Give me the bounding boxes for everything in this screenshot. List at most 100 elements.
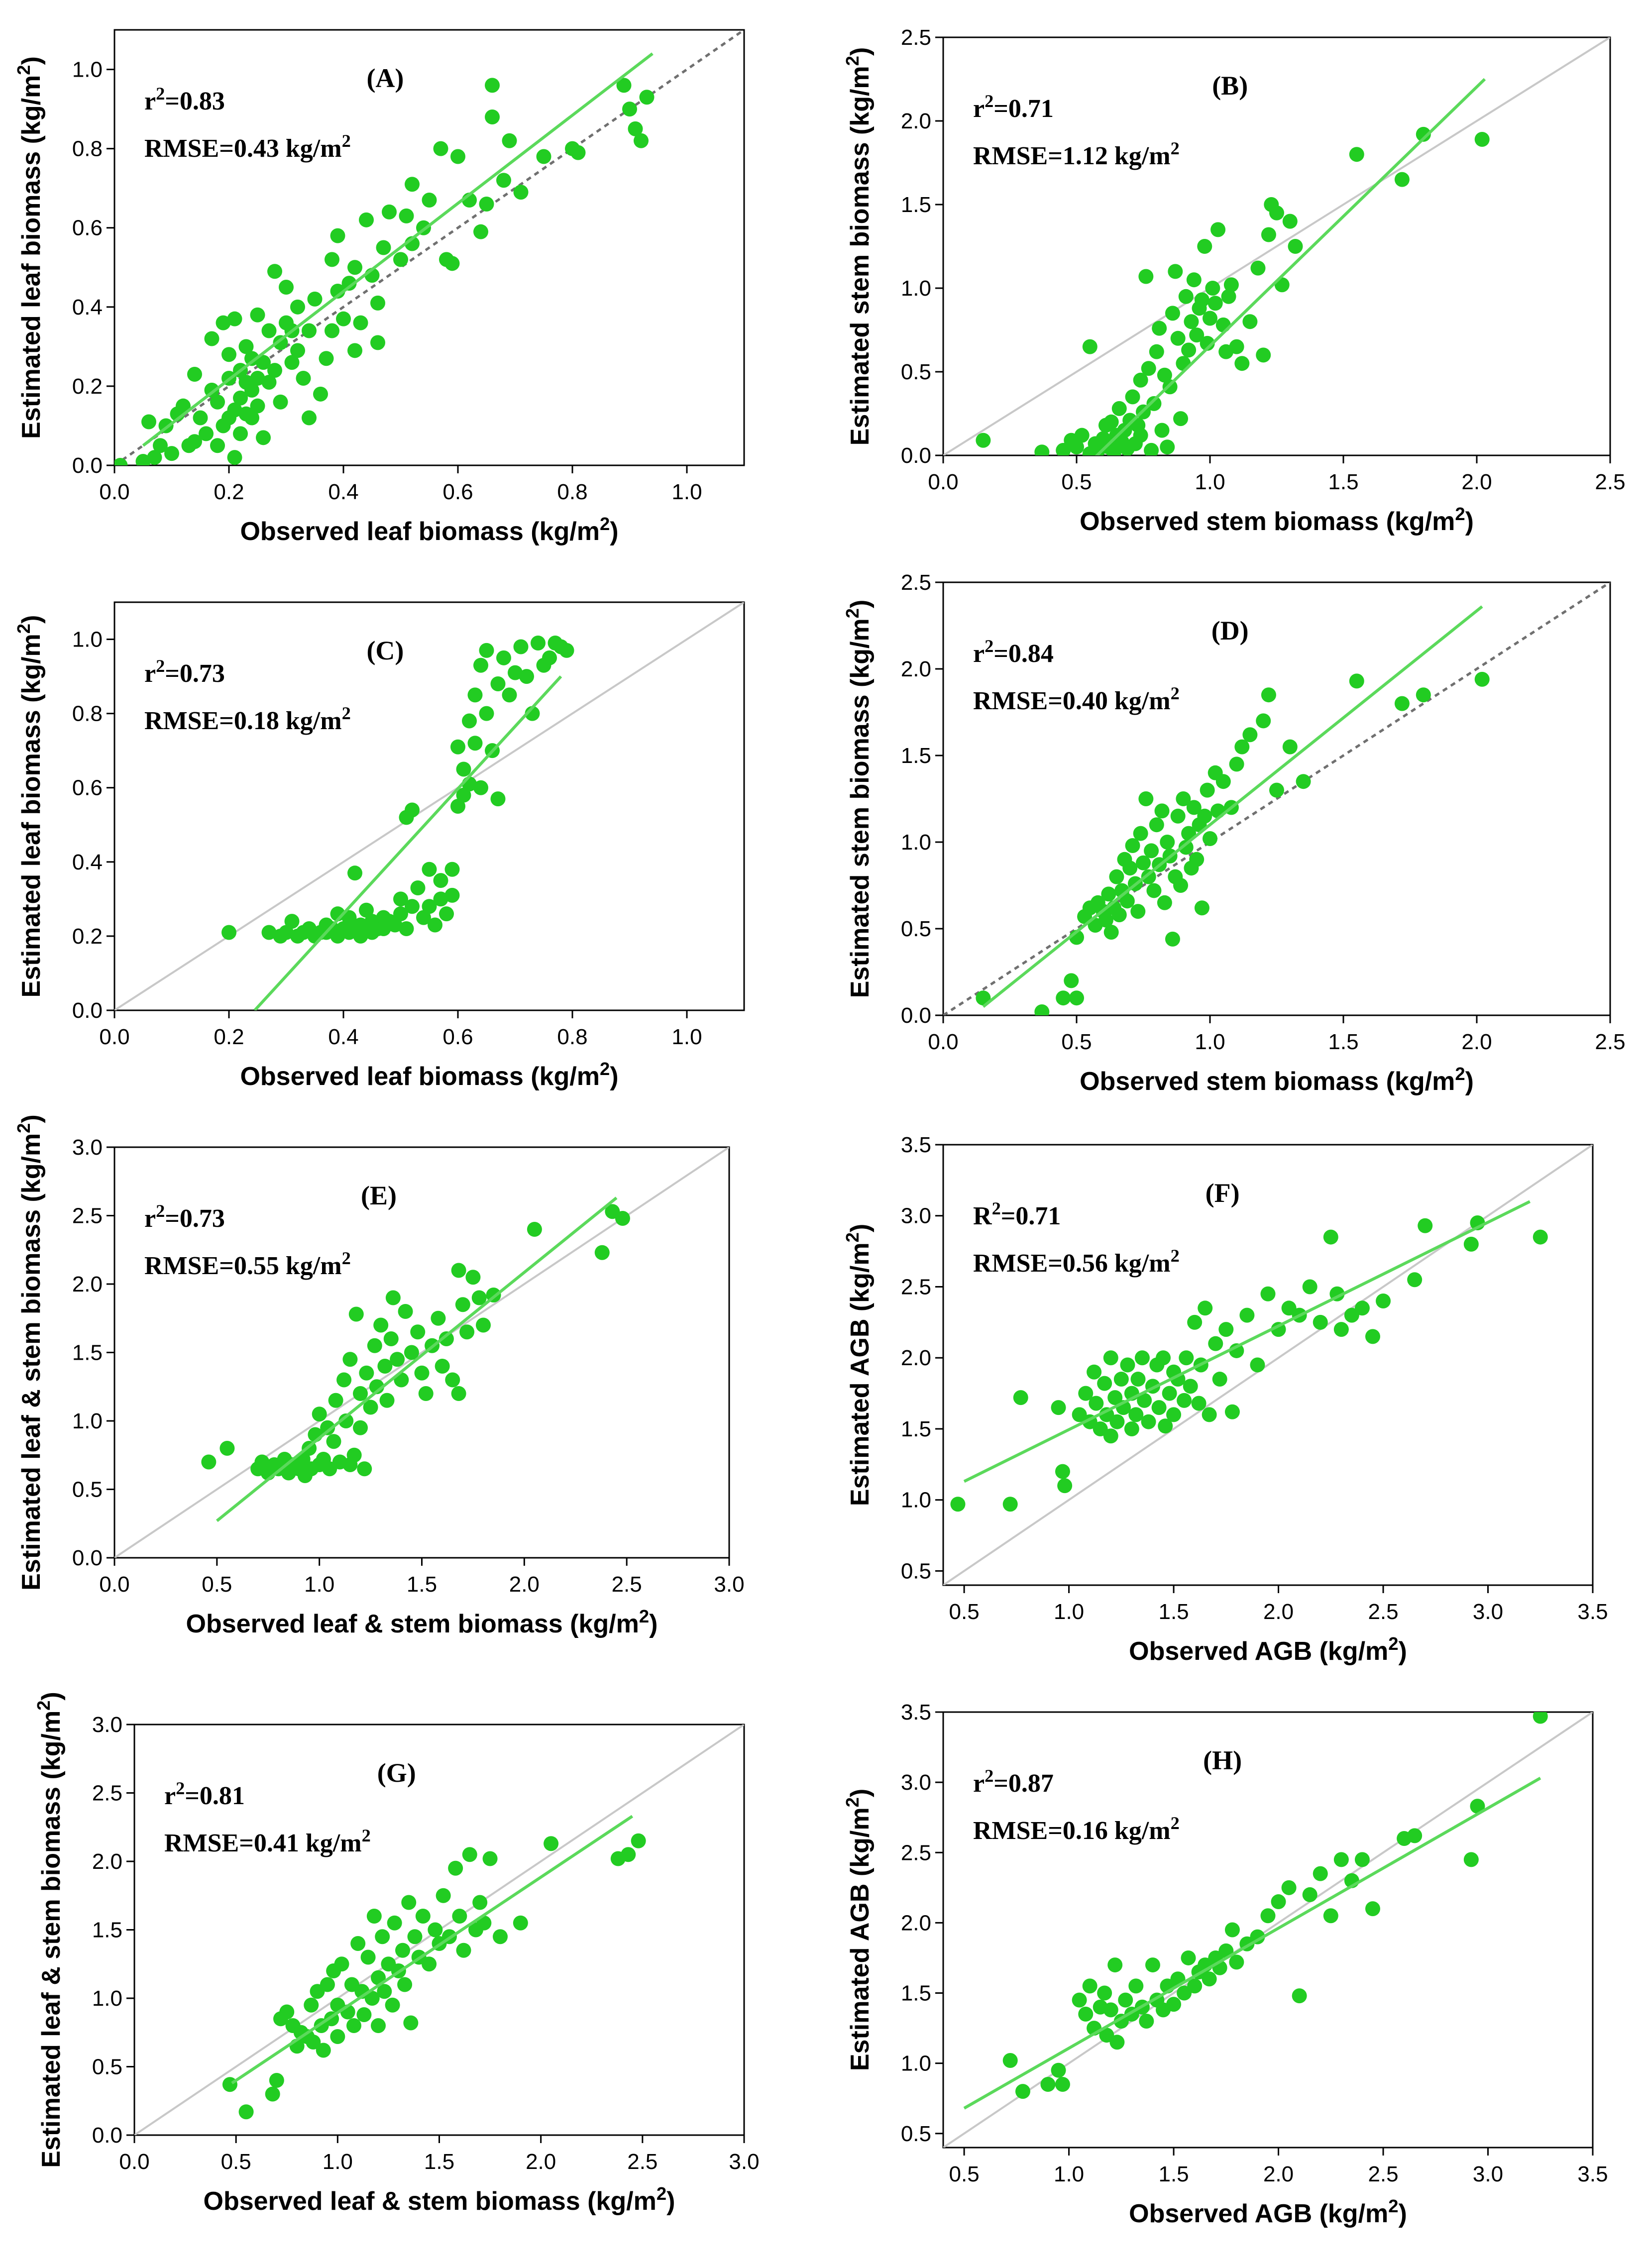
data-point [1093, 1421, 1108, 1436]
y-tick-label: 1.5 [92, 1918, 122, 1943]
data-point [445, 1372, 460, 1388]
y-tick-label: 1.5 [901, 1417, 931, 1441]
data-point [375, 1929, 390, 1944]
data-point [359, 212, 374, 227]
data-point [390, 1352, 405, 1367]
y-tick-label: 1.0 [72, 628, 103, 652]
data-point [357, 1461, 372, 1477]
data-point [433, 873, 448, 888]
rmse-annotation: RMSE=1.12 kg/m2 [973, 138, 1180, 170]
data-point [330, 284, 345, 299]
data-point [141, 414, 156, 430]
data-point [435, 1359, 450, 1374]
data-point [350, 1936, 366, 1951]
data-point [418, 1386, 434, 1401]
data-point [482, 1851, 498, 1866]
data-point [1109, 1414, 1125, 1429]
data-point [1184, 314, 1199, 329]
data-point [1122, 861, 1138, 876]
data-point [1288, 239, 1303, 254]
data-point [1139, 2013, 1154, 2029]
x-tick-label: 2.0 [1263, 1600, 1294, 1624]
y-tick-label: 2.5 [901, 1840, 931, 1865]
one-to-one-line [943, 1712, 1593, 2148]
data-point [1354, 1852, 1370, 1867]
plot-frame [942, 1711, 1594, 2149]
data-point [1208, 1336, 1223, 1351]
data-point [1261, 227, 1276, 242]
data-point [433, 891, 448, 907]
data-point [1333, 1852, 1349, 1867]
data-point [254, 1454, 270, 1470]
rmse-annotation: RMSE=0.40 kg/m2 [973, 683, 1180, 715]
x-tick-label: 3.0 [729, 2150, 759, 2174]
x-tick-label: 0.5 [949, 2162, 980, 2186]
rmse-annotation: RMSE=0.56 kg/m2 [973, 1246, 1180, 1278]
x-tick-label: 1.5 [1328, 1030, 1358, 1054]
x-tick-label: 0.0 [928, 1030, 958, 1054]
data-point [1034, 1004, 1050, 1015]
data-point [1302, 1887, 1317, 1902]
x-tick-label: 3.0 [1473, 1600, 1503, 1624]
data-point [496, 173, 511, 188]
y-tick-label: 2.0 [901, 1911, 931, 1935]
data-point [479, 706, 494, 721]
data-point [1166, 1407, 1182, 1422]
one-to-one-line [943, 1145, 1593, 1585]
x-tick-label: 3.0 [1473, 2162, 1503, 2186]
y-axis-title: Estimated AGB (kg/m2) [842, 1224, 875, 1506]
data-point [422, 1956, 437, 1972]
data-point [422, 862, 437, 877]
y-axis-title: Estimated leaf & stem biomass (kg/m2) [13, 1114, 46, 1591]
data-point [1141, 361, 1156, 376]
data-point [306, 2035, 321, 2050]
data-point [1229, 1954, 1244, 1970]
data-point [1187, 1314, 1203, 1330]
data-point [1210, 803, 1226, 819]
data-point [1224, 1922, 1240, 1938]
data-point [1271, 1894, 1286, 1910]
data-point [1194, 900, 1209, 916]
y-tick-label: 1.0 [901, 2052, 931, 2076]
data-point [471, 1290, 487, 1305]
y-axis-title: Estimated leaf biomass (kg/m2) [13, 56, 46, 439]
data-point [459, 1324, 475, 1340]
data-point [527, 1222, 542, 1237]
data-point [227, 450, 242, 465]
data-point [383, 1331, 399, 1346]
y-tick-label: 3.0 [72, 1135, 103, 1160]
regression-line [963, 1200, 1531, 1483]
data-point [1138, 791, 1154, 806]
data-point [1130, 1372, 1146, 1387]
data-point [485, 78, 500, 93]
y-tick-label: 0.5 [901, 360, 931, 384]
y-tick-label: 0.0 [72, 1546, 103, 1570]
y-tick-label: 3.0 [901, 1204, 931, 1228]
x-tick-label: 0.0 [928, 470, 958, 494]
data-point [135, 454, 151, 465]
data-point [479, 197, 494, 212]
data-point [1119, 893, 1135, 909]
x-tick-label: 1.0 [671, 1025, 702, 1049]
plot-frame [113, 29, 745, 466]
chart-panel-c: 0.0 0.2 0.4 0.6 0.8 1.0 0.0 0.2 0.4 0.6 0.8 1.0 Obse… [13, 601, 745, 1091]
data-point [502, 133, 517, 148]
data-point [1128, 1407, 1144, 1422]
data-point [622, 102, 637, 117]
data-point [422, 899, 437, 914]
y-tick-label: 1.5 [901, 193, 931, 217]
data-point [615, 1211, 630, 1226]
data-point [341, 910, 357, 925]
data-point [1256, 713, 1271, 729]
data-point [1533, 1229, 1548, 1245]
data-point [1349, 147, 1364, 162]
y-axis-title: Estimated leaf & stem biomass (kg/m2) [33, 1692, 66, 2168]
data-point [1055, 1464, 1070, 1479]
panel-label: (D) [1211, 616, 1249, 646]
data-point [1145, 1957, 1160, 1973]
data-point [1203, 311, 1217, 326]
y-tick-label: 2.0 [72, 1272, 103, 1296]
data-point [290, 299, 305, 315]
data-point [193, 410, 208, 426]
data-point [1269, 782, 1284, 798]
